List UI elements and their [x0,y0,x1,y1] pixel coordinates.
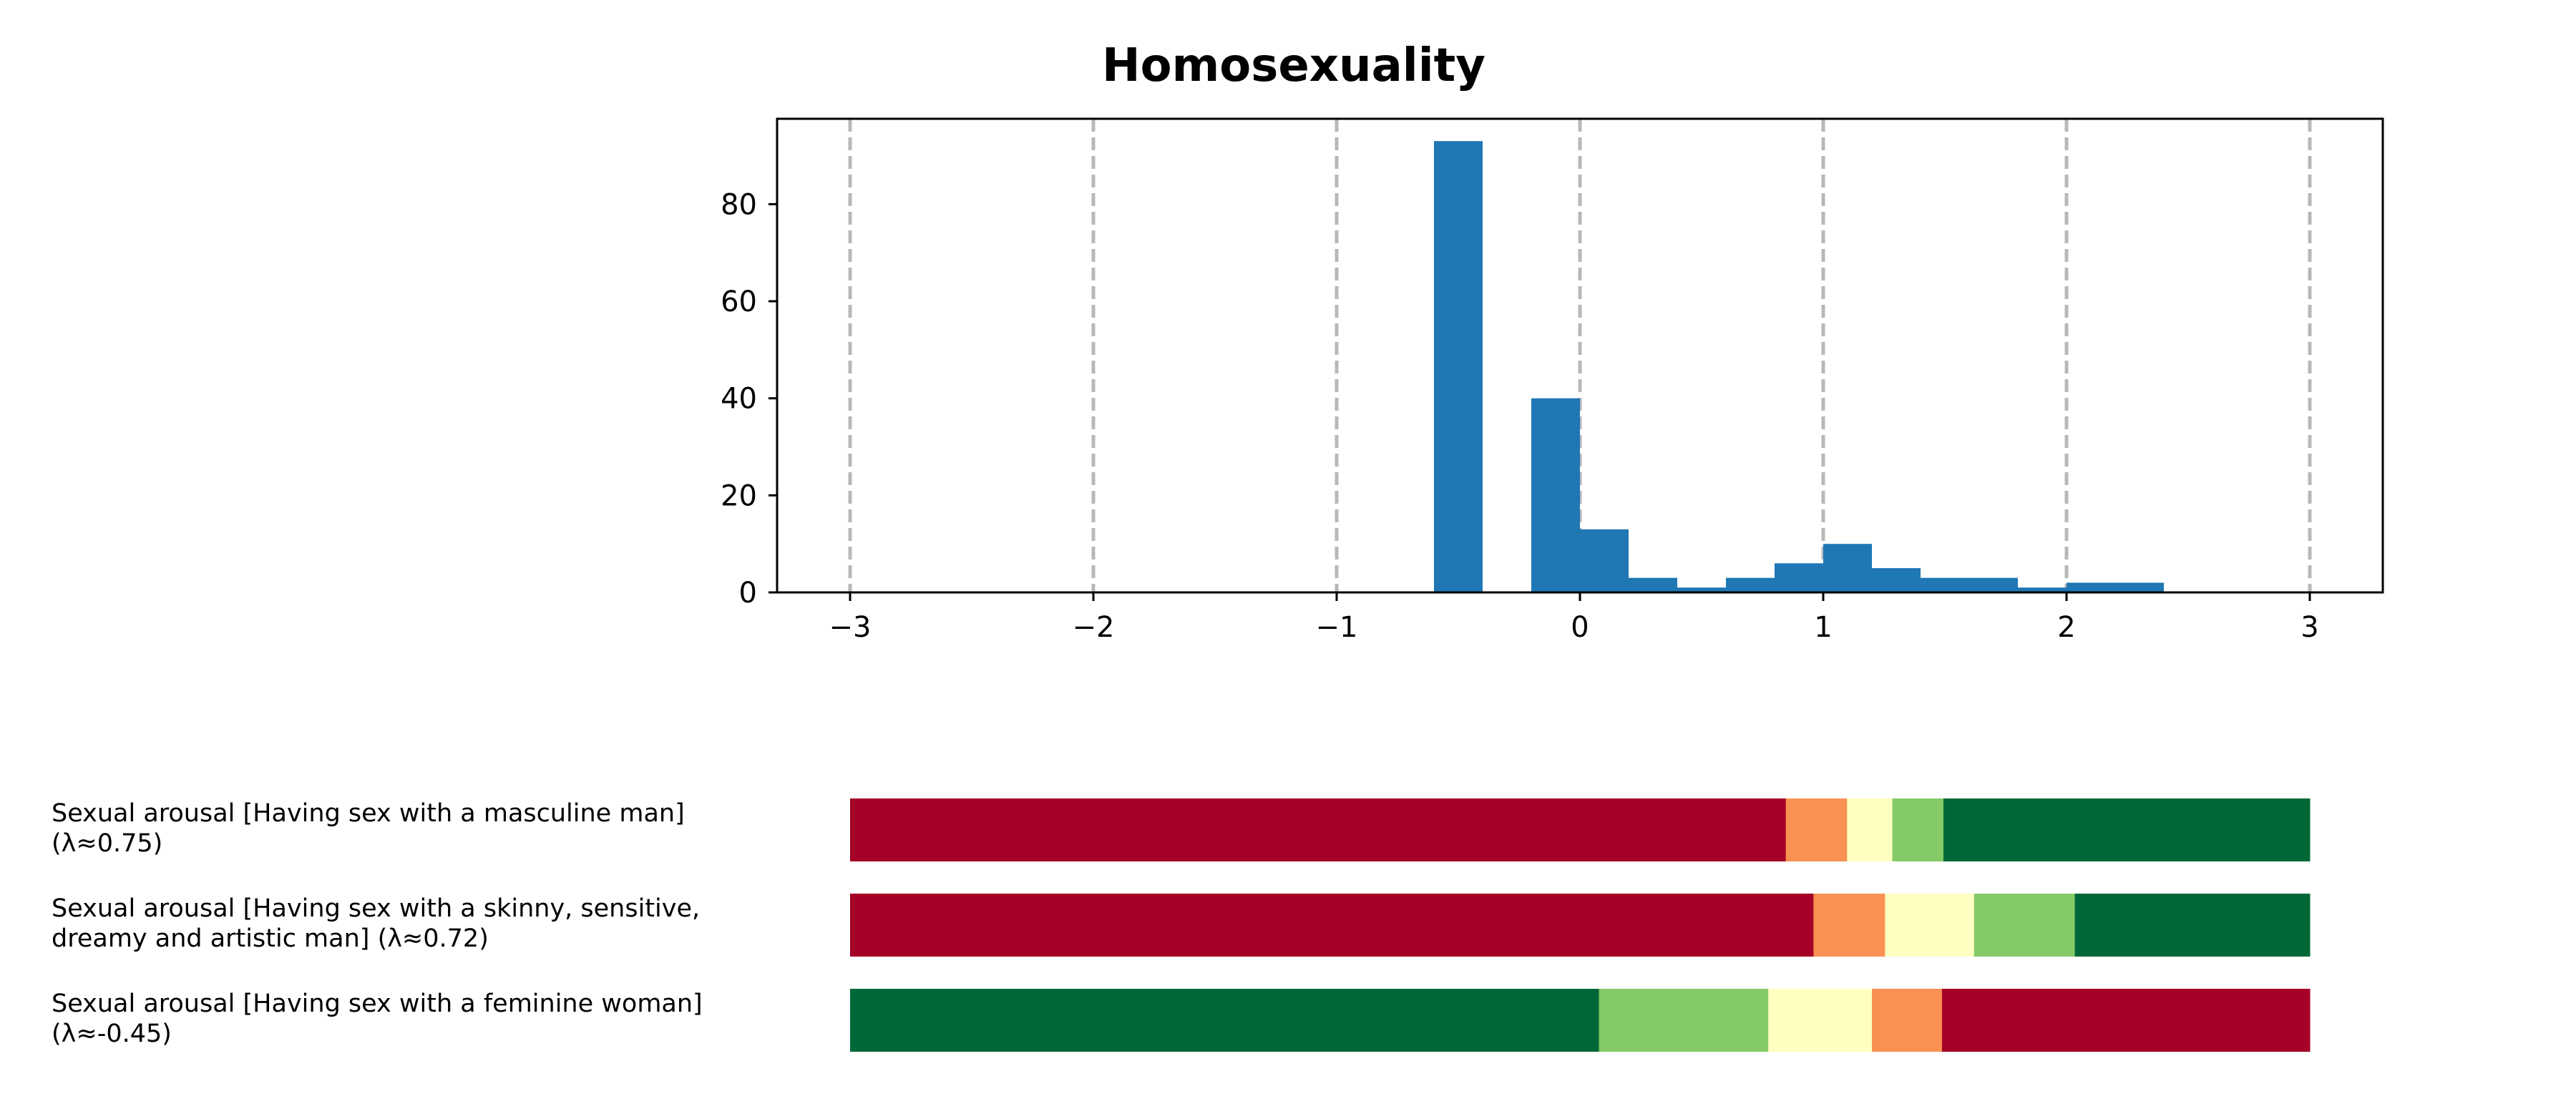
x-tick-label: 0 [1571,611,1589,644]
histogram-bar [2115,582,2164,592]
histogram-bar [1677,587,1726,592]
histogram-bar [1872,568,1921,592]
bar-segment [1768,989,1873,1052]
bar-segment [1885,894,1975,957]
y-axis-ticks: 0 20 40 60 80 [721,188,777,610]
bar-segment [1941,989,2311,1052]
y-tick-label: 20 [721,479,757,512]
x-tick-label: 3 [2301,611,2318,644]
y-tick-label: 40 [721,383,757,416]
bar-segment [1943,798,2311,861]
row-label: Sexual arousal [Having sex with a skinny… [52,894,700,953]
histogram-bar [1921,577,1969,592]
histogram-bar [1823,544,1872,592]
bar-segment [2074,894,2311,957]
histogram-bars [1434,141,2164,593]
bar-segment [1892,798,1944,861]
chart-title: Homosexuality [1102,39,1485,92]
histogram-bar [1969,577,2018,592]
row-label: Sexual arousal [Having sex with a mascul… [52,799,685,858]
bar-segment [850,894,1814,957]
stacked-row: Sexual arousal [Having sex with a mascul… [52,798,2311,861]
histogram-bar [1775,563,1823,592]
y-tick-label: 60 [721,285,757,318]
x-tick-label: 2 [2057,611,2075,644]
histogram-bar [1434,141,1483,593]
histogram-bar [2067,582,2115,592]
x-axis-ticks: −3 −2 −1 0 1 2 3 [829,592,2319,644]
histogram-plot: −3 −2 −1 0 1 2 3 0 20 40 60 80 [721,117,2384,644]
stacked-row: Sexual arousal [Having sex with a skinny… [52,894,2311,957]
histogram-bar [2018,587,2067,592]
histogram-bar [1629,577,1677,592]
bar-segment [1974,894,2076,957]
histogram-bar [1531,398,1580,592]
bar-segment [850,798,1787,861]
stacked-bars: Sexual arousal [Having sex with a mascul… [52,798,2311,1052]
y-tick-label: 0 [739,577,757,610]
bar-segment [1872,989,1943,1052]
bar-segment [850,989,1600,1052]
x-tick-label: −1 [1316,611,1358,644]
stacked-row: Sexual arousal [Having sex with a femini… [52,989,2311,1052]
histogram-bar [1580,529,1629,592]
bar-segment [1599,989,1769,1052]
x-tick-label: 1 [1814,611,1832,644]
bar-segment [1847,798,1893,861]
histogram-bar [1726,577,1775,592]
bar-segment [1813,894,1885,957]
x-tick-label: −2 [1073,611,1115,644]
bar-segment [1785,798,1848,861]
row-label: Sexual arousal [Having sex with a femini… [52,989,703,1048]
y-tick-label: 80 [721,188,757,221]
x-tick-label: −3 [829,611,872,644]
